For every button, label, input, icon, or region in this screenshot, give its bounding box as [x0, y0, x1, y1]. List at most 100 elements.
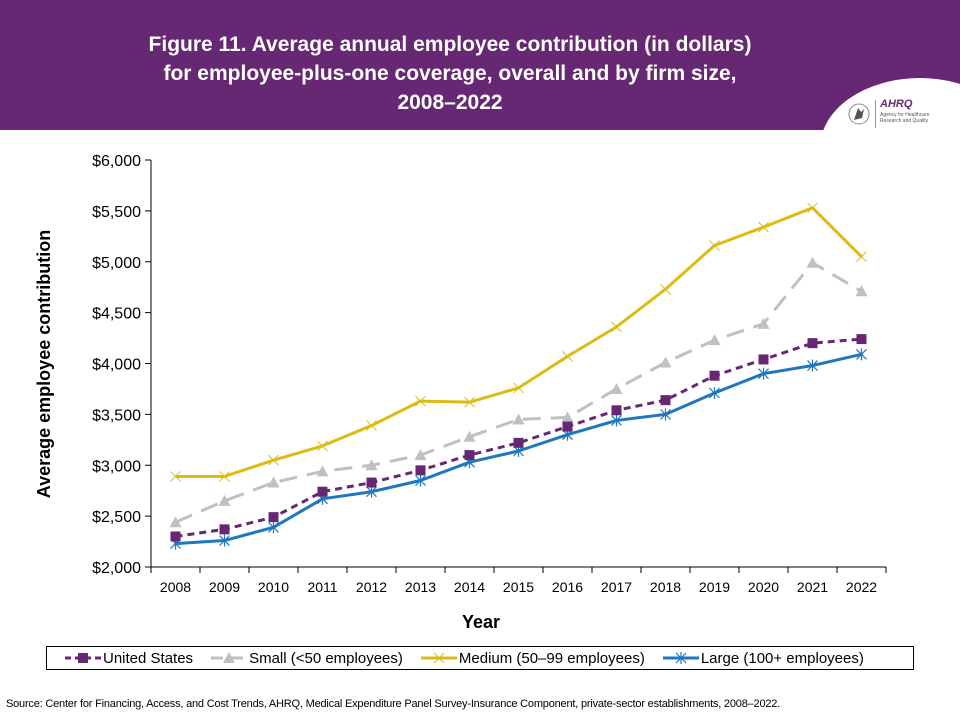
data-point-small-50-employees: [267, 476, 280, 488]
data-point-medium-50-99-employees: [709, 240, 720, 251]
logo-subtitle: Agency for Healthcare Research and Quali…: [880, 112, 960, 124]
data-point-medium-50-99-employees: [317, 440, 328, 452]
legend-label: United States: [103, 649, 194, 667]
axes: $2,000 $2,500 $3,000 $3,500 $4,000 $4,500 $5,0…: [92, 153, 887, 595]
line-chart: $2,000 $2,500 $3,000 $3,500 $4,000 $4,500 $5,0…: [34, 153, 887, 632]
data-point-medium-50-99-employees: [415, 395, 426, 407]
data-point-large-100-employees: [660, 408, 671, 421]
data-point-united-states: [758, 354, 769, 365]
source-note: Source: Center for Financing, Access, an…: [6, 698, 781, 710]
legend-label: Small (<50 employees): [249, 649, 403, 667]
data-point-large-100-employees: [709, 387, 720, 400]
data-point-united-states: [415, 465, 426, 476]
logo-name: AHRQ: [880, 98, 913, 110]
series-medium-50-99-employees: [170, 202, 867, 482]
data-point-medium-50-99-employees: [660, 283, 671, 295]
data-point-medium-50-99-employees: [170, 471, 181, 482]
data-point-medium-50-99-employees: [513, 382, 524, 394]
data-point-united-states: [856, 334, 867, 345]
data-point-medium-50-99-employees: [219, 471, 230, 482]
series-line-medium-50-99-employees: [175, 206, 863, 478]
legend: United States Small (<50 employees) Medium…: [46, 646, 914, 670]
data-point-united-states: [219, 524, 230, 535]
x-tick-label: 2017: [601, 579, 632, 595]
y-tick-label: $5,500: [92, 204, 141, 221]
data-point-united-states: [807, 338, 818, 349]
x-tick-label: 2014: [454, 579, 485, 595]
ahrq-logo: AHRQ Agency for Healthcare Research and …: [848, 98, 958, 132]
data-point-large-100-employees: [366, 485, 377, 498]
logo-subtitle-line-2: Research and Quality: [880, 118, 929, 124]
x-tick-label: 2012: [356, 579, 387, 595]
y-tick-label: $6,000: [92, 153, 141, 170]
legend-swatch-icon: [662, 652, 699, 664]
x-tick-label: 2015: [503, 579, 534, 595]
data-point-large-100-employees: [415, 474, 426, 487]
x-tick-label: 2011: [307, 579, 337, 595]
data-point-small-50-employees: [708, 334, 721, 346]
x-tick-label: 2022: [846, 579, 877, 595]
data-point-small-50-employees: [218, 494, 231, 506]
data-point-united-states: [513, 437, 524, 448]
x-tick-label: 2013: [405, 579, 436, 595]
data-point-medium-50-99-employees: [611, 321, 622, 333]
legend-label: Large (100+ employees): [700, 649, 864, 667]
data-point-large-100-employees: [856, 348, 867, 361]
x-tick-label: 2021: [797, 579, 828, 595]
x-tick-label: 2020: [748, 579, 779, 595]
data-point-united-states: [464, 450, 475, 461]
legend-label: Medium (50–99 employees): [458, 649, 645, 667]
title-line-2: for employee-plus-one coverage, overall …: [163, 62, 737, 85]
series-united-states: [170, 334, 867, 542]
data-point-medium-50-99-employees: [366, 420, 377, 431]
x-tick-label: 2016: [552, 579, 583, 595]
data-point-large-100-employees: [268, 521, 279, 534]
legend-item-large-100-employees: Large (100+ employees): [662, 649, 864, 667]
data-point-united-states: [660, 395, 671, 406]
legend-swatch-icon: [65, 653, 101, 663]
legend-item-medium-50-99-employees: Medium (50–99 employees): [420, 649, 645, 667]
y-tick-label: $2,500: [92, 509, 141, 526]
data-point-united-states: [268, 512, 279, 523]
series-small-50-employees: [169, 256, 868, 528]
series-line-small-50-employees: [174, 261, 863, 524]
data-point-medium-50-99-employees: [856, 251, 867, 263]
y-tick-label: $5,000: [92, 255, 141, 272]
logo-divider: [875, 100, 876, 128]
data-point-medium-50-99-employees: [268, 454, 279, 466]
title-line-1: Figure 11. Average annual employee contr…: [148, 33, 752, 56]
data-point-small-50-employees: [561, 411, 574, 423]
legend-item-small-50-employees: Small (<50 employees): [211, 650, 403, 667]
data-point-medium-50-99-employees: [758, 221, 769, 233]
data-point-small-50-employees: [610, 382, 623, 394]
data-point-united-states: [562, 421, 573, 432]
y-tick-label: $3,500: [92, 407, 141, 424]
data-point-small-50-employees: [659, 356, 672, 368]
data-point-small-50-employees: [512, 413, 525, 425]
data-point-small-50-employees: [316, 465, 329, 477]
data-point-large-100-employees: [807, 359, 818, 372]
x-tick-label: 2009: [209, 579, 240, 595]
data-point-small-50-employees: [806, 256, 819, 268]
data-point-united-states: [366, 477, 377, 488]
series-layer: [169, 202, 868, 550]
y-tick-label: $4,500: [92, 306, 141, 323]
y-tick-label: $2,000: [92, 560, 141, 577]
data-point-medium-50-99-employees: [807, 202, 818, 214]
x-tick-label: 2010: [258, 579, 289, 595]
legend-marker: [675, 652, 687, 664]
data-point-united-states: [317, 486, 328, 497]
legend-marker: [223, 652, 236, 663]
data-point-united-states: [709, 370, 720, 381]
data-point-small-50-employees: [365, 459, 378, 471]
legend-swatch-icon: [420, 652, 457, 664]
data-point-small-50-employees: [855, 285, 868, 297]
chart-title: Figure 11. Average annual employee contr…: [60, 30, 840, 117]
legend-swatch-icon: [211, 652, 248, 663]
x-tick-label: 2018: [650, 579, 681, 595]
data-point-medium-50-99-employees: [562, 351, 573, 362]
logo-subtitle-line-1: Agency for Healthcare: [880, 112, 930, 118]
x-axis-label: Year: [462, 612, 500, 632]
data-point-united-states: [170, 531, 181, 542]
data-point-large-100-employees: [758, 367, 769, 380]
